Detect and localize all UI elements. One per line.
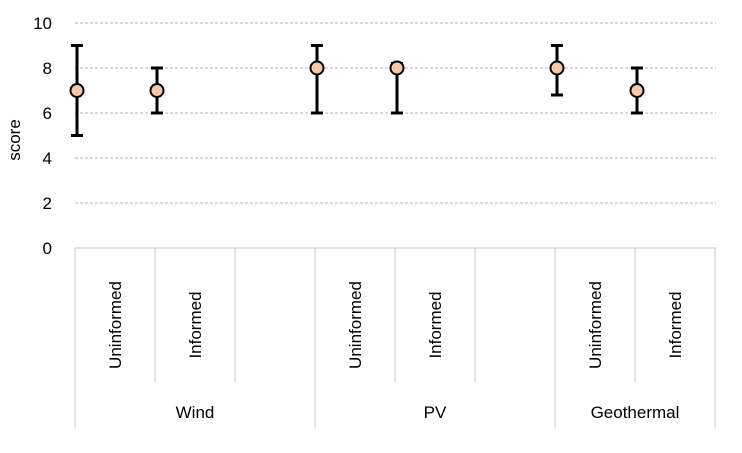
data-point [549, 60, 565, 76]
group-labels: Wind PV Geothermal [176, 403, 680, 422]
category-label: Uninformed [586, 281, 605, 369]
category-axis [74, 247, 716, 428]
group-label: Geothermal [591, 403, 680, 422]
data-point [629, 83, 645, 98]
category-label: Informed [186, 291, 205, 358]
category-label: Uninformed [106, 281, 125, 369]
y-tick-label: 0 [43, 239, 52, 258]
y-tick-label: 6 [43, 104, 52, 123]
data-point [69, 83, 85, 98]
group-label: Wind [176, 403, 215, 422]
y-tick-label: 10 [33, 14, 52, 33]
data-point [389, 60, 405, 76]
data-point [149, 83, 165, 98]
category-label: Uninformed [346, 281, 365, 369]
y-tick-label: 4 [43, 149, 52, 168]
category-label: Informed [666, 291, 685, 358]
category-labels: Uninformed Informed Uninformed Informed Unin… [106, 281, 685, 369]
y-tick-label: 2 [43, 194, 52, 213]
category-label: Informed [426, 291, 445, 358]
y-tick-label: 8 [43, 59, 52, 78]
data-point [309, 60, 325, 76]
data-points [69, 60, 645, 98]
y-axis-label: score [5, 119, 24, 161]
y-tick-labels: 0 2 4 6 8 10 [33, 14, 52, 258]
group-label: PV [424, 403, 447, 422]
